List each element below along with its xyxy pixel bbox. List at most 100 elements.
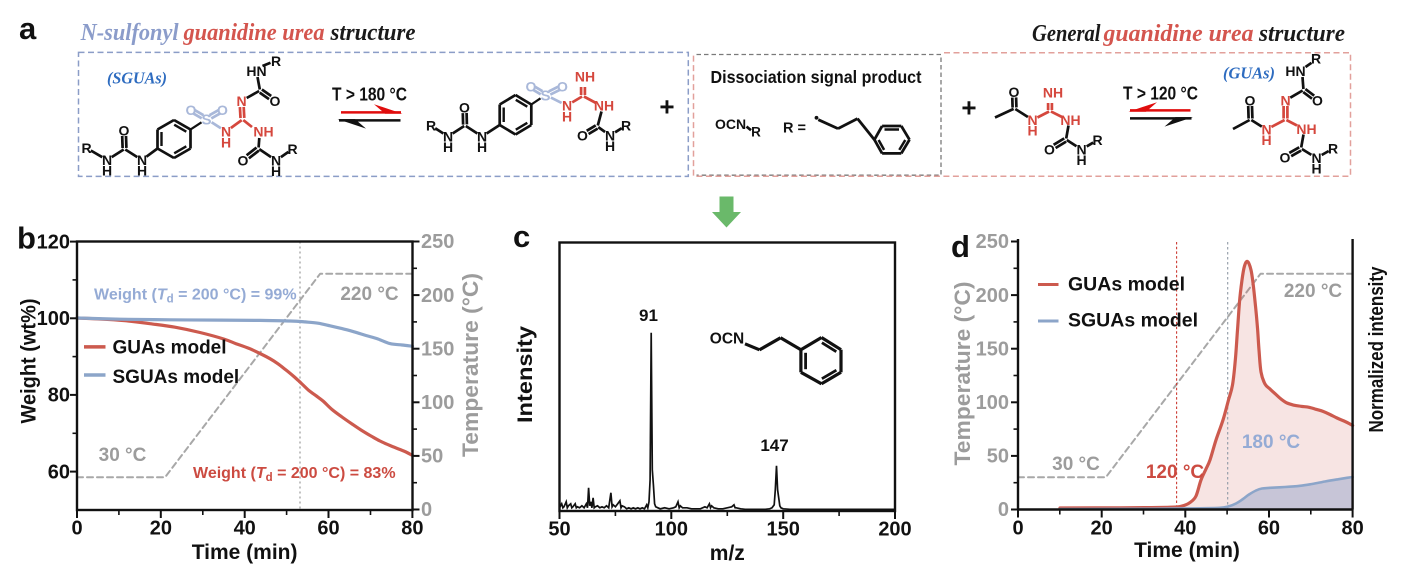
svg-text:Time (min): Time (min) [192,541,298,564]
svg-text:H: H [477,139,487,155]
svg-text:NH: NH [253,124,273,140]
svg-text:H: H [137,163,147,179]
svg-text:80: 80 [48,385,70,407]
svg-text:O: O [119,123,130,139]
svg-text:150: 150 [976,338,1009,360]
svg-text:120 °C: 120 °C [1146,462,1205,483]
svg-text:c: c [513,219,530,254]
svg-text:Weight (Td = 200 °C) = 99%: Weight (Td = 200 °C) = 99% [94,287,297,306]
svg-text:Intensity: Intensity [513,326,537,423]
svg-text:50: 50 [548,519,570,541]
svg-text:structure: structure [1258,21,1345,47]
svg-text:147: 147 [760,436,788,455]
svg-text:SGUAs model: SGUAs model [1068,310,1198,332]
svg-text:NH: NH [575,69,595,85]
svg-text:NH: NH [1043,85,1063,101]
svg-text:O: O [459,100,470,116]
svg-text:O: O [1245,93,1256,109]
svg-text:Weight (wt%): Weight (wt%) [16,299,40,424]
svg-text:40: 40 [234,518,256,540]
svg-text:N: N [1261,122,1271,138]
svg-text:91: 91 [639,306,658,325]
svg-text:120: 120 [37,231,70,253]
svg-text:O: O [217,102,228,118]
svg-text:O: O [557,79,568,95]
svg-text:0: 0 [421,499,432,521]
svg-text:NH: NH [594,98,614,114]
svg-text:+: + [659,92,674,122]
svg-text:Temperature (°C): Temperature (°C) [458,273,483,457]
svg-text:N: N [221,124,231,140]
svg-text:N: N [605,128,615,144]
svg-text:a: a [19,11,37,46]
svg-text:200: 200 [421,285,454,307]
svg-text:0: 0 [71,518,82,540]
svg-text:N: N [236,93,246,109]
svg-text:R: R [271,53,281,69]
svg-text:H: H [443,139,453,155]
svg-text:20: 20 [150,518,172,540]
svg-text:(SGUAs): (SGUAs) [107,69,167,88]
svg-text:R: R [621,118,631,134]
svg-text:OCN: OCN [715,116,746,132]
svg-text:O: O [1312,93,1323,109]
svg-text:O: O [577,128,588,144]
svg-text:N: N [1076,142,1086,158]
svg-text:T > 180 °C: T > 180 °C [332,84,407,105]
svg-text:60: 60 [48,461,70,483]
svg-text:structure: structure [330,20,416,46]
svg-text:N: N [1280,93,1290,109]
svg-text:H: H [1261,132,1271,148]
svg-text:guanidine urea: guanidine urea [1103,21,1254,47]
svg-text:Temperature (°C): Temperature (°C) [950,282,975,466]
svg-text:R: R [81,140,91,156]
svg-text:250: 250 [421,231,454,253]
svg-text:100: 100 [421,392,454,414]
svg-text:200: 200 [976,285,1009,307]
svg-text:0: 0 [1012,518,1023,540]
svg-text:GUAs model: GUAs model [1068,274,1185,296]
svg-text:OCN: OCN [710,331,744,348]
svg-text:m/z: m/z [710,542,745,565]
svg-text:180 °C: 180 °C [1242,432,1301,453]
svg-text:+: + [961,93,976,123]
svg-text:guanidine urea: guanidine urea [183,20,325,46]
svg-text:H: H [562,109,572,125]
svg-text:200: 200 [878,519,911,541]
svg-text:R: R [751,125,761,140]
svg-text:O: O [186,102,197,118]
svg-text:O: O [238,153,249,169]
svg-text:N: N [271,153,281,169]
svg-text:N: N [477,129,487,145]
svg-text:220 °C: 220 °C [1284,281,1343,302]
svg-text:150: 150 [421,338,454,360]
svg-text:R =: R = [783,121,806,137]
svg-text:50: 50 [987,446,1009,468]
svg-text:220 °C: 220 °C [340,284,399,305]
svg-text:N: N [1027,112,1037,128]
svg-text:R: R [287,141,297,157]
svg-text:R: R [1092,132,1102,148]
svg-text:b: b [17,221,36,256]
svg-text:N: N [137,152,147,168]
svg-text:50: 50 [421,446,443,468]
svg-text:N: N [1311,150,1321,166]
svg-text:100: 100 [655,519,688,541]
svg-text:O: O [270,93,281,109]
svg-text:150: 150 [766,519,799,541]
svg-text:100: 100 [976,392,1009,414]
svg-text:T > 120 °C: T > 120 °C [1123,83,1198,104]
svg-text:NH: NH [1296,121,1316,137]
svg-text:0: 0 [998,499,1009,521]
svg-text:Dissociation signal product: Dissociation signal product [711,67,922,87]
svg-text:O: O [526,79,537,95]
svg-text:100: 100 [37,308,70,330]
svg-text:O: O [1044,142,1055,158]
svg-text:O: O [1280,150,1291,166]
svg-text:N-sulfonyl: N-sulfonyl [80,20,179,46]
svg-text:GUAs model: GUAs model [113,338,227,359]
svg-text:NH: NH [1060,112,1080,128]
svg-text:N: N [102,152,112,168]
svg-text:H: H [221,135,231,151]
svg-text:80: 80 [401,518,423,540]
